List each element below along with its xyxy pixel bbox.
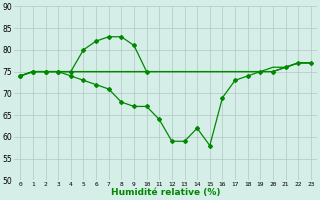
X-axis label: Humidité relative (%): Humidité relative (%) bbox=[111, 188, 220, 197]
